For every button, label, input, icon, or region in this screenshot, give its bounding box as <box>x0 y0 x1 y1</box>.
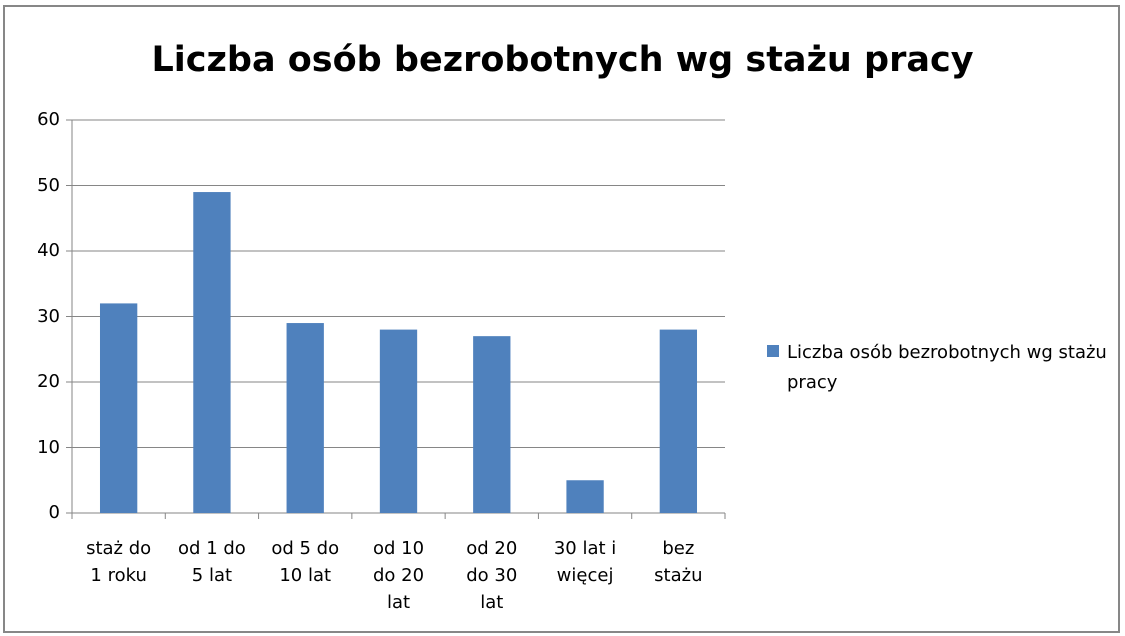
y-tick-label: 30 <box>37 305 60 327</box>
x-tick-label: od 1 do 5 lat <box>178 538 246 586</box>
y-tick-label: 60 <box>37 109 60 130</box>
bar <box>193 192 231 514</box>
x-tick-label: od 10 do 20 lat <box>372 538 425 613</box>
y-tick-label: 20 <box>37 371 60 392</box>
y-tick-label: 0 <box>48 502 60 523</box>
chart-title: Liczba osób bezrobotnych wg stażu pracy <box>151 40 974 80</box>
bar <box>286 323 324 513</box>
bar <box>659 329 698 513</box>
y-tick-label: 50 <box>37 174 60 196</box>
legend-label: Liczba osób bezrobotnych wg stażu pracy <box>787 342 1107 393</box>
bar <box>566 480 604 513</box>
x-tick-label: bez stażu <box>654 538 703 586</box>
bar <box>473 336 511 513</box>
y-tick-label: 10 <box>37 436 60 458</box>
x-tick-label: od 5 do 10 lat <box>271 538 340 586</box>
x-tick-label: 30 lat i więcej <box>553 538 617 586</box>
y-tick-label: 40 <box>37 240 60 261</box>
legend-swatch <box>767 345 779 357</box>
x-tick-label: od 20 do 30 lat <box>466 538 518 613</box>
bar <box>379 329 418 513</box>
chart-frame <box>3 5 1120 633</box>
bar <box>99 303 138 513</box>
x-tick-label: staż do 1 roku <box>86 538 152 586</box>
